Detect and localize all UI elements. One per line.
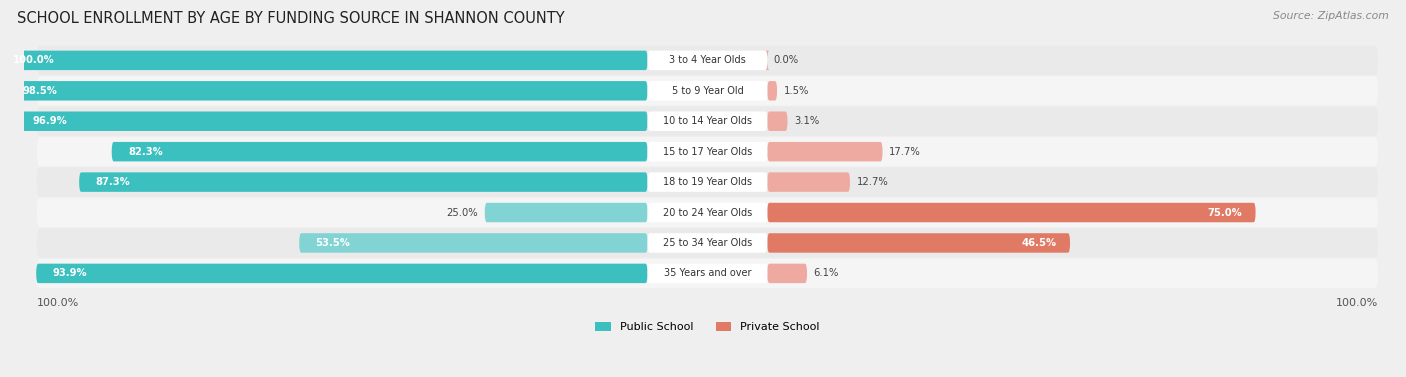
Text: Source: ZipAtlas.com: Source: ZipAtlas.com bbox=[1274, 11, 1389, 21]
FancyBboxPatch shape bbox=[768, 203, 1256, 222]
Text: 18 to 19 Year Olds: 18 to 19 Year Olds bbox=[662, 177, 752, 187]
Text: 96.9%: 96.9% bbox=[32, 116, 67, 126]
FancyBboxPatch shape bbox=[768, 112, 787, 131]
Text: 20 to 24 Year Olds: 20 to 24 Year Olds bbox=[662, 207, 752, 218]
FancyBboxPatch shape bbox=[37, 198, 1378, 227]
FancyBboxPatch shape bbox=[768, 264, 807, 283]
Text: 87.3%: 87.3% bbox=[96, 177, 131, 187]
FancyBboxPatch shape bbox=[299, 233, 648, 253]
FancyBboxPatch shape bbox=[37, 76, 1378, 106]
FancyBboxPatch shape bbox=[37, 228, 1378, 257]
FancyBboxPatch shape bbox=[0, 51, 648, 70]
FancyBboxPatch shape bbox=[79, 172, 648, 192]
Text: 3.1%: 3.1% bbox=[794, 116, 820, 126]
Text: 3 to 4 Year Olds: 3 to 4 Year Olds bbox=[669, 55, 745, 65]
Text: 46.5%: 46.5% bbox=[1022, 238, 1057, 248]
Text: 25 to 34 Year Olds: 25 to 34 Year Olds bbox=[662, 238, 752, 248]
Text: 0.0%: 0.0% bbox=[773, 55, 799, 65]
Text: 35 Years and over: 35 Years and over bbox=[664, 268, 751, 278]
FancyBboxPatch shape bbox=[37, 167, 1378, 197]
Text: 100.0%: 100.0% bbox=[37, 298, 79, 308]
Text: 10 to 14 Year Olds: 10 to 14 Year Olds bbox=[662, 116, 752, 126]
FancyBboxPatch shape bbox=[648, 112, 768, 131]
Text: 17.7%: 17.7% bbox=[889, 147, 921, 157]
FancyBboxPatch shape bbox=[648, 51, 768, 70]
FancyBboxPatch shape bbox=[768, 81, 778, 101]
FancyBboxPatch shape bbox=[648, 172, 768, 192]
Text: 75.0%: 75.0% bbox=[1208, 207, 1243, 218]
FancyBboxPatch shape bbox=[768, 142, 883, 161]
Text: 25.0%: 25.0% bbox=[447, 207, 478, 218]
Text: 98.5%: 98.5% bbox=[22, 86, 58, 96]
Text: 15 to 17 Year Olds: 15 to 17 Year Olds bbox=[662, 147, 752, 157]
FancyBboxPatch shape bbox=[17, 112, 648, 131]
FancyBboxPatch shape bbox=[485, 203, 648, 222]
Legend: Public School, Private School: Public School, Private School bbox=[591, 317, 824, 337]
Text: 82.3%: 82.3% bbox=[128, 147, 163, 157]
FancyBboxPatch shape bbox=[648, 264, 768, 283]
FancyBboxPatch shape bbox=[37, 264, 648, 283]
Text: 12.7%: 12.7% bbox=[856, 177, 889, 187]
Text: 1.5%: 1.5% bbox=[783, 86, 808, 96]
Text: 6.1%: 6.1% bbox=[814, 268, 839, 278]
Text: SCHOOL ENROLLMENT BY AGE BY FUNDING SOURCE IN SHANNON COUNTY: SCHOOL ENROLLMENT BY AGE BY FUNDING SOUR… bbox=[17, 11, 564, 26]
FancyBboxPatch shape bbox=[648, 203, 768, 222]
FancyBboxPatch shape bbox=[648, 233, 768, 253]
FancyBboxPatch shape bbox=[37, 137, 1378, 166]
Text: 93.9%: 93.9% bbox=[52, 268, 87, 278]
FancyBboxPatch shape bbox=[111, 142, 648, 161]
FancyBboxPatch shape bbox=[648, 142, 768, 161]
Text: 100.0%: 100.0% bbox=[1336, 298, 1378, 308]
FancyBboxPatch shape bbox=[768, 172, 851, 192]
Text: 5 to 9 Year Old: 5 to 9 Year Old bbox=[672, 86, 744, 96]
FancyBboxPatch shape bbox=[6, 81, 648, 101]
FancyBboxPatch shape bbox=[765, 51, 769, 70]
Text: 100.0%: 100.0% bbox=[13, 55, 55, 65]
Text: 53.5%: 53.5% bbox=[315, 238, 350, 248]
FancyBboxPatch shape bbox=[37, 107, 1378, 136]
FancyBboxPatch shape bbox=[37, 259, 1378, 288]
FancyBboxPatch shape bbox=[37, 46, 1378, 75]
FancyBboxPatch shape bbox=[768, 233, 1070, 253]
FancyBboxPatch shape bbox=[648, 81, 768, 101]
